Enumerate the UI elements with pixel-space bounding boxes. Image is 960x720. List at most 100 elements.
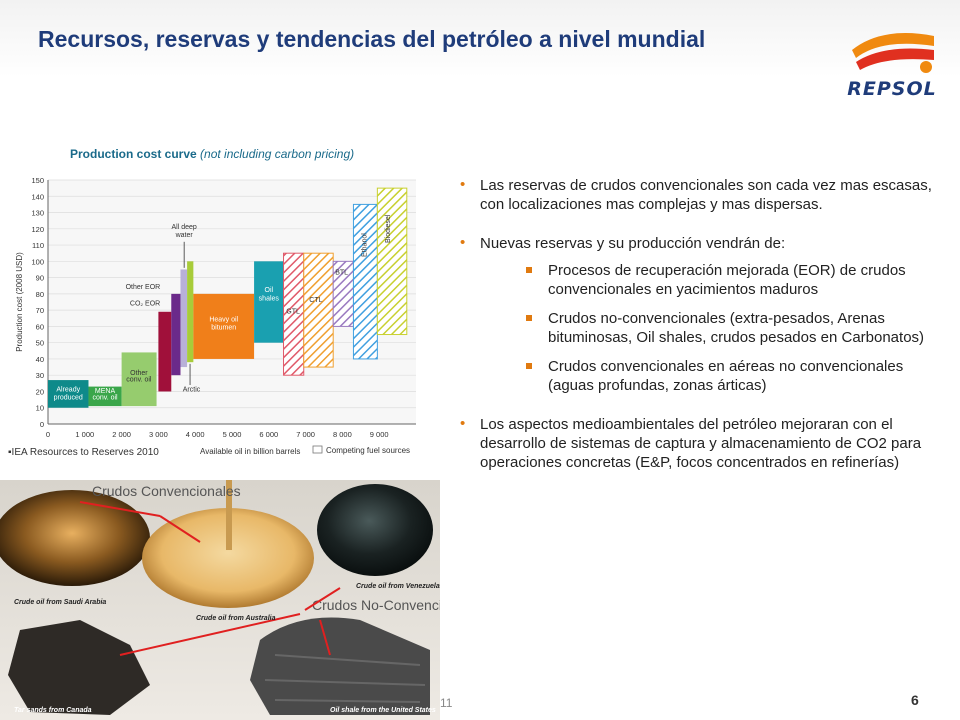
- bullet-text: Los aspectos medioambientales del petról…: [480, 416, 922, 471]
- bar-label: conv. oil: [126, 377, 152, 384]
- cost-bar: [48, 380, 89, 408]
- sub-bullet-item: Crudos convencionales en aéreas no conve…: [460, 357, 946, 395]
- cost-bar: [352, 203, 378, 360]
- y-tick-label: 30: [36, 371, 44, 380]
- cost-bar: [254, 261, 284, 343]
- x-tick-label: 1 000: [75, 430, 94, 439]
- bar-label: Other: [130, 370, 148, 377]
- label-non-conventional: Crudos No-Convencionales: [312, 597, 440, 613]
- bar-label: Already: [56, 386, 80, 393]
- bar-label: MENA: [95, 388, 116, 395]
- cost-bar: [303, 252, 334, 368]
- bar-label: Ethanol: [361, 233, 368, 257]
- arrow-nonconv-3: [319, 619, 331, 656]
- x-tick-label: 6 000: [259, 430, 278, 439]
- y-tick-label: 0: [40, 420, 44, 429]
- caption-us: Oil shale from the United States: [330, 707, 436, 714]
- bar-label: conv. oil: [92, 395, 118, 402]
- arrow-conv-1: [159, 515, 201, 543]
- x-tick-label: 3 000: [149, 430, 168, 439]
- cost-bar: [88, 386, 122, 407]
- bullet-text: Las reservas de crudos convencionales so…: [480, 177, 932, 213]
- venezuela-crude-sample: [317, 484, 433, 576]
- y-tick-label: 90: [36, 274, 44, 283]
- sub-bullet-item: Crudos no-convencionales (extra-pesados,…: [460, 309, 946, 347]
- y-tick-label: 80: [36, 290, 44, 299]
- cost-bar: [193, 293, 255, 359]
- cost-bar: [121, 352, 157, 407]
- cost-bar: [180, 269, 188, 368]
- x-tick-label: 9 000: [370, 430, 389, 439]
- bar-label: Other EOR: [126, 284, 161, 291]
- pouring-stream: [226, 480, 232, 550]
- y-axis-label: Production cost (2008 USD): [15, 252, 24, 352]
- arrow-nonconv-1: [304, 587, 341, 611]
- tar-sands-sample: [8, 620, 150, 715]
- cost-bar: [187, 261, 194, 363]
- oil-shale-sample: [250, 617, 430, 715]
- bar-label: water: [175, 232, 194, 239]
- bullet-item: • Los aspectos medioambientales del petr…: [460, 415, 946, 472]
- chart-title: Production cost curve (not including car…: [70, 147, 354, 161]
- bar-label: Biodiesel: [385, 214, 392, 243]
- bar-label: shales: [259, 295, 280, 302]
- cost-bar: [376, 187, 408, 336]
- crude-oil-photo-panel: Crudos Convencionales Crudos No-Convenci…: [0, 480, 440, 720]
- bar-label: GTL: [286, 308, 300, 315]
- y-tick-label: 10: [36, 404, 44, 413]
- legend-swatch: [312, 445, 323, 454]
- y-tick-label: 150: [31, 176, 44, 185]
- repsol-logo: REPSOL: [842, 22, 942, 102]
- bar-label: Oil: [265, 287, 274, 294]
- bullet-item: • Nuevas reservas y su producción vendrá…: [460, 234, 946, 253]
- sub-bullet-text: Crudos convencionales en aéreas no conve…: [548, 358, 904, 394]
- y-tick-label: 70: [36, 306, 44, 315]
- sub-bullet-text: Crudos no-convencionales (extra-pesados,…: [548, 310, 925, 346]
- x-tick-label: 5 000: [223, 430, 242, 439]
- y-tick-label: 110: [32, 241, 44, 250]
- bar-label: Heavy oil: [209, 317, 238, 324]
- page-number: 6: [911, 692, 919, 708]
- y-tick-label: 40: [36, 355, 44, 364]
- y-tick-label: 130: [31, 209, 44, 218]
- bullet-dot: •: [460, 415, 466, 432]
- cost-bar: [158, 311, 172, 392]
- legend-label: Competing fuel sources: [326, 446, 410, 455]
- header-band: [0, 0, 960, 110]
- bar-label: Arctic: [183, 386, 201, 393]
- sub-bullet-square: [526, 363, 532, 369]
- caption-canada: Tar sands from Canada: [14, 707, 92, 714]
- x-tick-label: 8 000: [333, 430, 352, 439]
- chart-title-main: Production cost curve: [70, 147, 200, 161]
- sub-bullet-square: [526, 315, 532, 321]
- bar-label: bitumen: [211, 325, 236, 332]
- slide-title: Recursos, reservas y tendencias del petr…: [38, 26, 706, 52]
- repsol-logo-icon: [852, 33, 934, 73]
- y-tick-label: 120: [31, 225, 44, 234]
- bullet-list: • Las reservas de crudos convencionales …: [460, 176, 946, 492]
- caption-venezuela: Crude oil from Venezuela: [356, 583, 440, 590]
- source-note: ▪IEA Resources to Reserves 2010: [8, 447, 159, 458]
- shale-layers: [264, 654, 426, 703]
- caption-saudi: Crude oil from Saudi Arabia: [14, 599, 106, 606]
- sub-bullet-text: Procesos de recuperación mejorada (EOR) …: [548, 262, 906, 298]
- y-tick-label: 20: [36, 387, 44, 396]
- bullet-item: • Las reservas de crudos convencionales …: [460, 176, 946, 214]
- logo-text: REPSOL: [847, 78, 937, 100]
- bar-label: produced: [54, 395, 83, 402]
- bar-label: CTL: [309, 297, 322, 304]
- arrow-conv-2: [79, 501, 161, 517]
- x-tick-label: 7 000: [296, 430, 315, 439]
- y-tick-label: 100: [31, 257, 44, 266]
- bar-label: CO₂ EOR: [130, 300, 160, 307]
- arrow-nonconv-2: [119, 613, 301, 656]
- production-cost-chart: Production cost curve (not including car…: [15, 147, 416, 456]
- label-conventional: Crudos Convencionales: [92, 483, 241, 499]
- y-tick-label: 50: [36, 339, 44, 348]
- saudi-crude-sample: [0, 490, 150, 586]
- x-tick-label: 2 000: [112, 430, 131, 439]
- footer-mark: 11: [440, 696, 453, 710]
- caption-australia: Crude oil from Australia: [196, 615, 276, 622]
- bar-label: All deep: [172, 224, 197, 231]
- chart-subtitle: (not including carbon pricing): [200, 147, 354, 161]
